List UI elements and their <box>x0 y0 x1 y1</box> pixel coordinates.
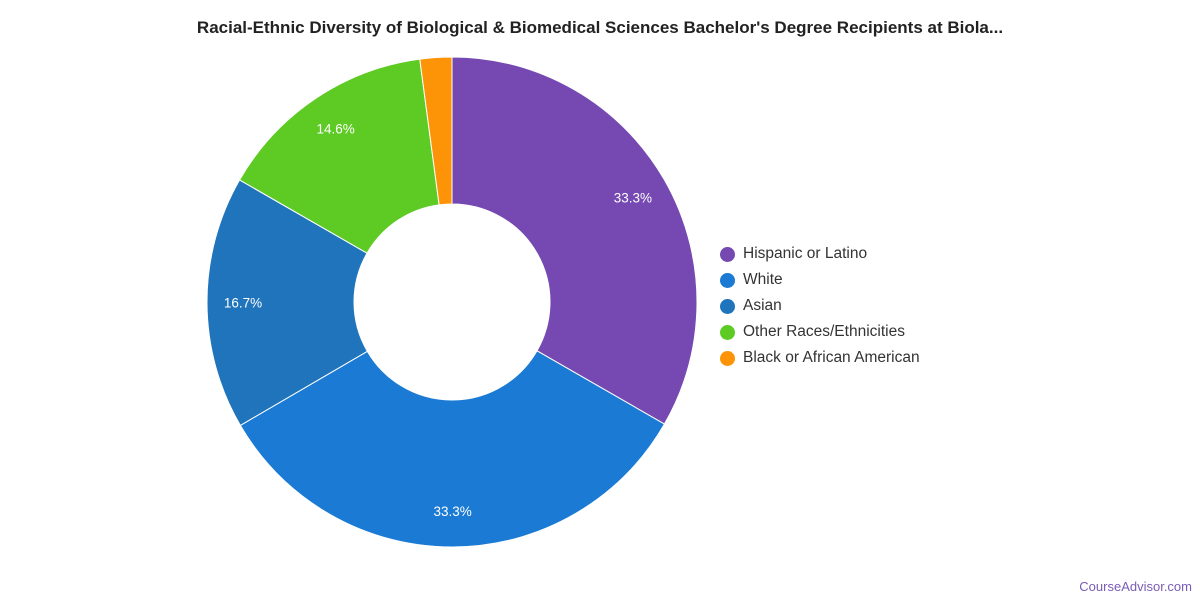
legend-label: Other Races/Ethnicities <box>743 323 905 340</box>
slice-other-races-ethnicities <box>238 58 440 254</box>
data-label: 14.6% <box>316 121 354 136</box>
slice-black-or-african-american <box>419 56 453 206</box>
legend-item[interactable]: White <box>720 267 920 293</box>
legend-label: Black or African American <box>743 349 920 366</box>
legend-swatch-icon <box>720 324 735 340</box>
legend-swatch-icon <box>720 272 735 288</box>
data-label: 33.3% <box>614 190 652 205</box>
data-label: 16.7% <box>224 296 262 311</box>
legend-item[interactable]: Black or African American <box>720 345 920 371</box>
legend: Hispanic or Latino White Asian Other Races/… <box>720 241 920 371</box>
slice-hispanic-or-latino <box>451 56 698 425</box>
legend-swatch-icon <box>720 298 735 314</box>
chart-title: Racial-Ethnic Diversity of Biological & … <box>196 18 1004 37</box>
data-label: 33.3% <box>434 504 472 519</box>
legend-item[interactable]: Asian <box>720 293 920 319</box>
legend-swatch-icon <box>720 350 735 366</box>
legend-item[interactable]: Other Races/Ethnicities <box>720 319 920 345</box>
legend-label: Hispanic or Latino <box>743 245 868 262</box>
legend-item[interactable]: Hispanic or Latino <box>720 241 920 267</box>
legend-label: White <box>743 271 783 288</box>
legend-label: Asian <box>743 297 782 314</box>
slice-asian <box>206 179 369 427</box>
credit-link[interactable]: CourseAdvisor.com <box>1079 579 1192 594</box>
slice-white <box>239 350 666 548</box>
legend-swatch-icon <box>720 246 735 262</box>
